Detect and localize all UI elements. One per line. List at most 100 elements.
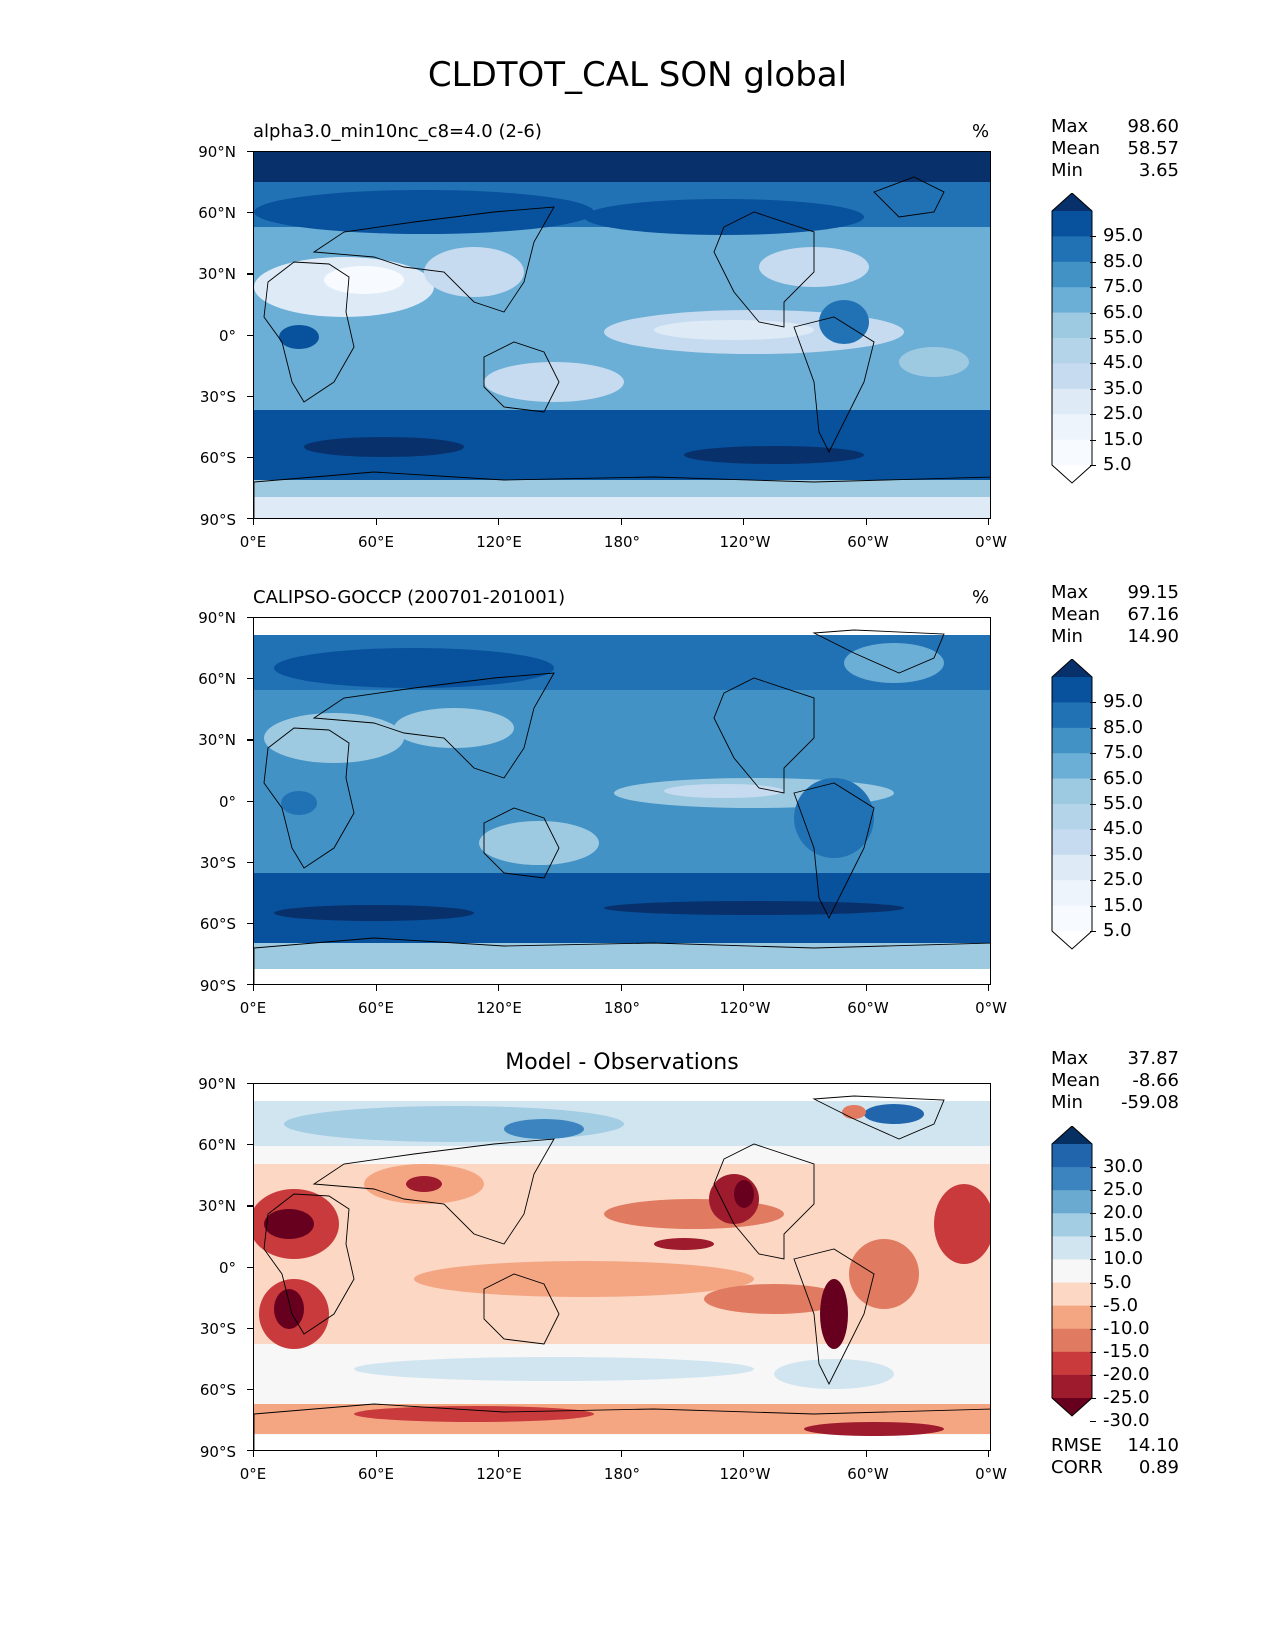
ytick: [247, 617, 253, 619]
stat-label: Min: [1051, 1092, 1083, 1113]
panel1-colorbar: [1050, 192, 1094, 491]
colorbar-band: [1052, 1213, 1092, 1237]
colorbar-label: 20.0: [1103, 1202, 1144, 1224]
xlabel: 180°: [603, 1465, 641, 1483]
xtick: [743, 1451, 745, 1457]
colorbar-tick: [1090, 1328, 1096, 1330]
colorbar-band: [1052, 1167, 1092, 1191]
ytick: [247, 678, 253, 680]
xlabel: 60°E: [357, 999, 395, 1017]
colorbar-band: [1052, 414, 1092, 441]
ylabel: 60°N: [198, 204, 236, 222]
colorbar-band: [1052, 1259, 1092, 1284]
metric-value: 14.10: [1127, 1435, 1179, 1456]
colorbar-extend-top: [1052, 659, 1092, 677]
colorbar-label: 55.0: [1103, 793, 1144, 814]
colorbar-band: [1052, 1236, 1092, 1260]
ytick: [247, 1144, 253, 1146]
xtick: [620, 985, 622, 991]
xlabel: 180°: [603, 999, 641, 1017]
panel3-stats: Max 37.87 Mean -8.66 Min -59.08: [1051, 1048, 1179, 1114]
colorbar-tick: [1090, 829, 1096, 831]
ylabel: 0°: [218, 327, 236, 345]
colorbar-tick: [1090, 439, 1096, 441]
ytick: [247, 1327, 253, 1329]
colorbar-label: 25.0: [1103, 1179, 1144, 1201]
ylabel: 0°: [218, 1259, 236, 1277]
colorbar-label: -20.0: [1103, 1363, 1150, 1385]
panel3-map: [253, 1083, 991, 1451]
colorbar-label: 75.0: [1103, 742, 1144, 764]
xlabel: 120°W: [719, 999, 771, 1017]
colorbar-label: 35.0: [1103, 843, 1144, 865]
colorbar-tick: [1090, 287, 1096, 289]
xtick: [865, 519, 867, 525]
panel2-units: %: [972, 587, 990, 608]
xlabel: 120°W: [719, 1465, 771, 1483]
panel3-title: Model - Observations: [505, 1050, 739, 1075]
colorbar-label: 5.0: [1103, 454, 1132, 475]
stat-label: Min: [1051, 626, 1083, 647]
ylabel: 60°S: [199, 915, 236, 933]
colorbar-tick: [1090, 338, 1096, 339]
stat-value: 67.16: [1127, 604, 1179, 625]
stat-value: 3.65: [1138, 160, 1179, 181]
xtick: [498, 1451, 500, 1457]
stat-label: Min: [1051, 160, 1083, 181]
colorbar-label: 95.0: [1103, 225, 1144, 247]
colorbar-label: 45.0: [1103, 352, 1144, 374]
figure-title: CLDTOT_CAL SON global: [427, 55, 848, 95]
ytick: [247, 1389, 253, 1391]
colorbar-label: 85.0: [1103, 716, 1144, 738]
colorbar-band: [1052, 1374, 1092, 1399]
xtick: [743, 985, 745, 991]
colorbar-label: 95.0: [1103, 691, 1144, 713]
colorbar-band: [1052, 677, 1092, 703]
colorbar-label: 5.0: [1103, 1271, 1132, 1293]
xtick: [620, 519, 622, 525]
colorbar-tick: [1090, 1374, 1096, 1376]
stat-label: Mean: [1051, 1070, 1101, 1091]
colorbar-tick: [1090, 261, 1096, 263]
ylabel: 60°N: [198, 1136, 236, 1154]
ylabel: 60°S: [199, 1381, 236, 1399]
ytick: [247, 800, 253, 802]
ylabel: 90°N: [198, 609, 236, 627]
ylabel: 30°N: [198, 265, 236, 283]
xlabel: 0°W: [975, 1465, 1007, 1483]
colorbar-tick: [1090, 363, 1096, 365]
colorbar-extend-bottom: [1052, 1398, 1092, 1416]
xtick: [498, 985, 500, 991]
panel3-colorbar: [1050, 1125, 1094, 1424]
colorbar-band: [1052, 261, 1092, 288]
colorbar-tick: [1090, 1259, 1096, 1261]
xlabel: 0°E: [239, 1465, 267, 1483]
ylabel: 30°S: [199, 854, 236, 872]
colorbar-label: 35.0: [1103, 377, 1144, 399]
colorbar-band: [1052, 854, 1092, 881]
colorbar-band: [1052, 236, 1092, 263]
xlabel: 180°: [603, 533, 641, 551]
colorbar-band: [1052, 778, 1092, 805]
colorbar-band: [1052, 753, 1092, 780]
xtick: [865, 985, 867, 991]
colorbar-label: 75.0: [1103, 276, 1144, 298]
xlabel: 120°E: [476, 1465, 522, 1483]
panel2-stats: Max 99.15 Mean 67.16 Min 14.90: [1051, 582, 1179, 648]
ytick: [247, 923, 253, 925]
ytick: [247, 457, 253, 459]
ylabel: 90°S: [199, 977, 236, 995]
colorbar-tick: [1090, 1213, 1096, 1215]
colorbar-tick: [1090, 702, 1096, 704]
stat-label: Max: [1051, 116, 1089, 137]
ytick: [247, 212, 253, 214]
colorbar-band: [1052, 363, 1092, 390]
xtick: [375, 1451, 377, 1457]
colorbar-tick: [1090, 312, 1096, 314]
xtick: [375, 985, 377, 991]
colorbar-band: [1052, 727, 1092, 754]
colorbar-label: 10.0: [1103, 1248, 1144, 1270]
xtick: [865, 1451, 867, 1457]
ytick: [247, 984, 253, 986]
colorbar-label: -25.0: [1103, 1387, 1150, 1408]
